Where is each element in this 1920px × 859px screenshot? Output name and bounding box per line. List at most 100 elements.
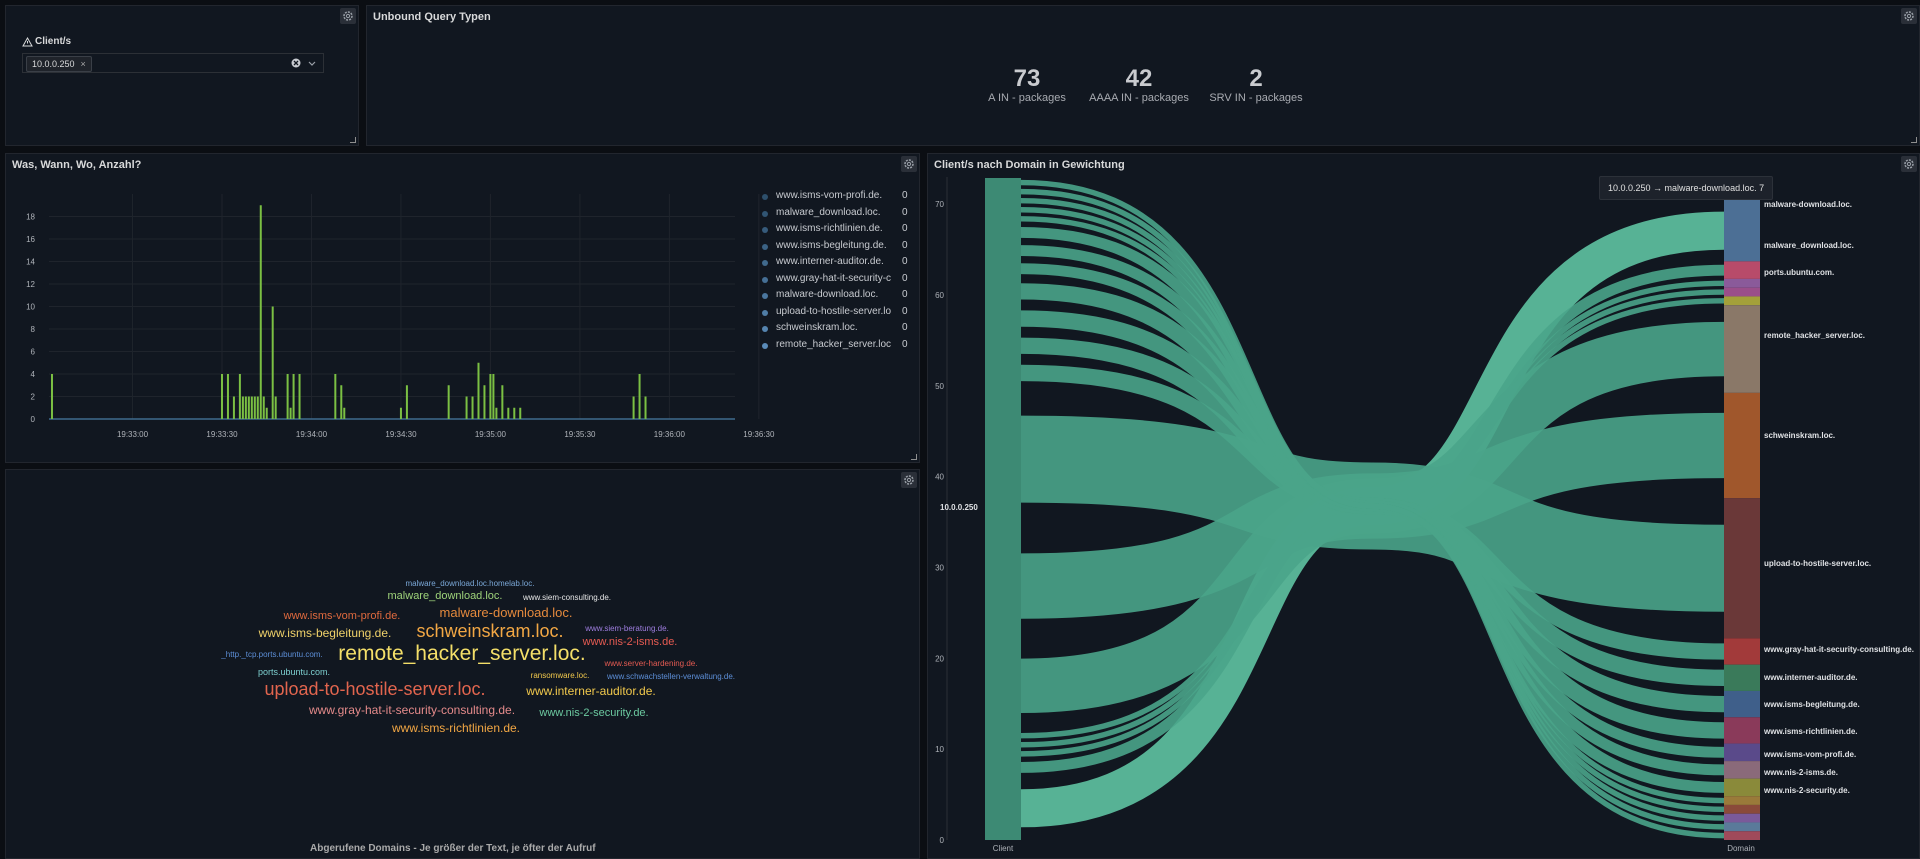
domain-label: malware_download.loc.: [1764, 241, 1854, 250]
client-select[interactable]: 10.0.0.250 ×: [22, 53, 324, 73]
domain-node: [1724, 305, 1760, 393]
bar: [253, 396, 256, 419]
legend-name: malware_download.loc.: [776, 206, 881, 218]
y-tick-label: 14: [26, 258, 35, 267]
bar: [271, 306, 274, 419]
bar: [405, 385, 408, 419]
gear-icon: [1904, 11, 1914, 21]
resize-handle[interactable]: [911, 454, 917, 460]
gear-icon: [343, 11, 353, 21]
cloud-word: _http._tcp.ports.ubuntu.com.: [221, 650, 323, 659]
stat-value: 73: [1013, 65, 1041, 92]
y-tick-label: 18: [26, 213, 35, 222]
bar: [232, 396, 235, 419]
domain-label: www.interner-auditor.de.: [1763, 673, 1858, 682]
domain-label: ports.ubuntu.com.: [1764, 268, 1834, 277]
stat-value: 42: [1125, 65, 1153, 92]
bar: [286, 374, 289, 419]
bar: [244, 396, 247, 419]
bar: [513, 407, 516, 419]
legend-item[interactable]: www.interner-auditor.de. 0: [762, 256, 912, 273]
panel-settings-button[interactable]: [340, 8, 356, 24]
cloud-word: schweinskram.loc.: [416, 621, 564, 641]
legend-item[interactable]: schweinskram.loc. 0: [762, 322, 912, 339]
y-tick-label: 60: [935, 291, 944, 300]
domain-label: www.isms-begleitung.de.: [1763, 700, 1860, 709]
bar: [238, 374, 241, 419]
resize-handle[interactable]: [350, 137, 356, 143]
bar: [644, 396, 647, 419]
legend-item[interactable]: www.gray-hat-it-security-c... 0: [762, 273, 912, 290]
domain-node: [1724, 778, 1760, 797]
bar: [447, 385, 450, 419]
panel-settings-button[interactable]: [901, 156, 917, 172]
cloud-word: www.isms-richtlinien.de.: [391, 721, 521, 735]
legend-item[interactable]: www.isms-begleitung.de. 0: [762, 240, 912, 257]
timeseries-chart: 0 2 4 6 8 10 12 14 16 18 19:33:00 19:33:30 19:34:00 1…: [26, 194, 775, 439]
panel-settings-button[interactable]: [1901, 8, 1917, 24]
y-tick-label: 40: [935, 473, 944, 482]
y-tick-label: 10: [26, 303, 35, 312]
chevron-down-icon[interactable]: [307, 59, 317, 69]
stat-value: 2: [1249, 65, 1263, 92]
y-tick-label: 16: [26, 235, 35, 244]
domain-node: [1724, 822, 1760, 832]
legend-item[interactable]: malware_download.loc. 0: [762, 207, 912, 224]
legend-value: 0: [902, 272, 908, 284]
bar: [638, 374, 641, 419]
x-tick-label: 19:33:30: [206, 430, 238, 439]
panel-title: Was, Wann, Wo, Anzahl?: [12, 159, 142, 171]
cloud-word: www.gray-hat-it-security-consulting.de.: [308, 703, 516, 717]
legend-item[interactable]: www.isms-richtlinien.de. 0: [762, 223, 912, 240]
bar: [489, 374, 492, 419]
legend-swatch: [762, 342, 768, 349]
chip-remove-icon[interactable]: ×: [80, 59, 86, 69]
domain-node: [1724, 200, 1760, 262]
client-label: 10.0.0.250: [940, 503, 978, 512]
cloud-word: www.schwachstellen-verwaltung.de.: [606, 672, 736, 681]
panel-settings-button[interactable]: [901, 472, 917, 488]
bar: [298, 374, 301, 419]
domain-label: www.nis-2-security.de.: [1763, 786, 1850, 795]
x-label-domain: Domain: [1727, 844, 1755, 852]
y-tick-label: 70: [935, 200, 944, 209]
bar: [495, 407, 498, 419]
legend-value: 0: [902, 206, 908, 218]
domain-node: [1724, 761, 1760, 779]
panel-settings-button[interactable]: [1901, 156, 1917, 172]
legend-value: 0: [902, 322, 908, 333]
cloud-word: malware_download.loc.homelab.loc.: [405, 579, 535, 588]
legend-value: 0: [902, 239, 908, 251]
legend-swatch: [762, 260, 768, 266]
client-variable-label: Client/s: [22, 36, 71, 47]
domain-node: [1724, 287, 1760, 297]
y-tick-label: 0: [31, 415, 36, 424]
cloud-word: www.isms-vom-profi.de.: [283, 610, 401, 622]
stat-srv-in: 2 SRV IN - packages: [1186, 65, 1326, 105]
legend-item[interactable]: upload-to-hostile-server.loc. 0: [762, 306, 912, 323]
legend-item[interactable]: malware-download.loc. 0: [762, 289, 912, 306]
cloud-word: www.siem-beratung.de.: [585, 624, 669, 633]
domain-label: www.nis-2-isms.de.: [1763, 768, 1838, 777]
bar: [519, 407, 522, 419]
legend-name: schweinskram.loc.: [776, 322, 858, 333]
domain-label: www.gray-hat-it-security-consulting.de.: [1763, 645, 1914, 654]
legend-value: 0: [902, 305, 908, 317]
x-label-client: Client: [993, 844, 1014, 852]
bar: [292, 374, 295, 419]
gear-icon: [1904, 159, 1914, 169]
clear-icon[interactable]: [291, 58, 301, 68]
legend-swatch: [762, 243, 768, 250]
resize-handle[interactable]: [1911, 137, 1917, 143]
domain-label: schweinskram.loc.: [1764, 431, 1835, 440]
bar: [226, 374, 229, 419]
x-tick-label: 19:34:30: [385, 430, 417, 439]
legend-item[interactable]: remote_hacker_server.loc. 0: [762, 339, 912, 356]
legend-swatch: [762, 326, 768, 332]
legend-swatch: [762, 227, 768, 233]
cloud-word: www.interner-auditor.de.: [526, 684, 656, 698]
y-tick-label: 2: [31, 393, 36, 402]
timeseries-legend: www.isms-vom-profi.de. 0 malware_download.…: [762, 190, 912, 355]
legend-item[interactable]: www.isms-vom-profi.de. 0: [762, 190, 912, 207]
bar: [250, 396, 253, 419]
